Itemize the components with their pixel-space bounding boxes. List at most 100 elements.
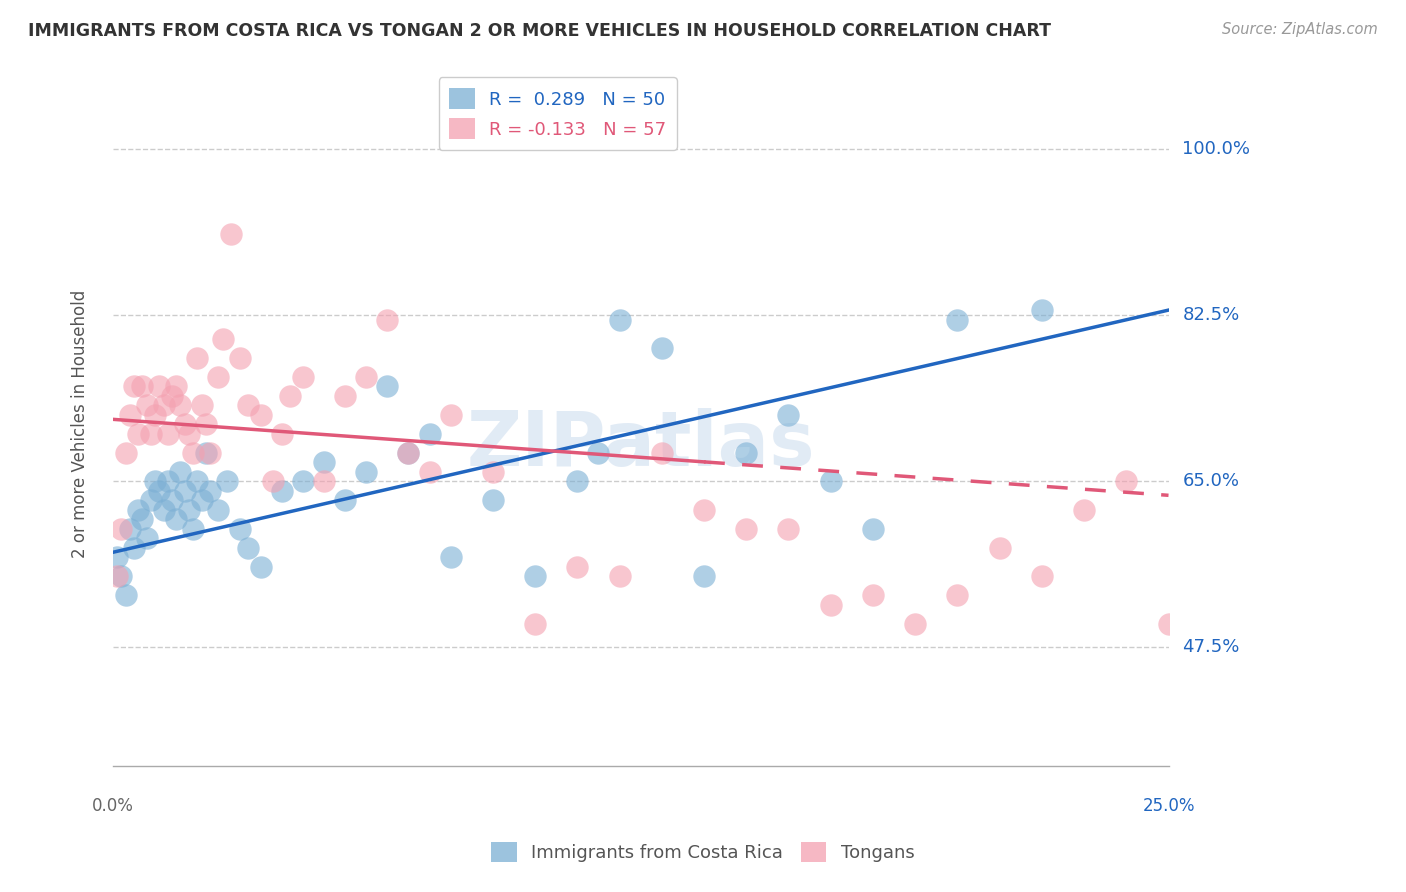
Point (1031, 569, 1053, 583)
Point (270, 483, 292, 498)
Point (105, 549, 128, 564)
Legend: Immigrants from Costa Rica, Tongans: Immigrants from Costa Rica, Tongans (484, 834, 922, 870)
Point (165, 379, 187, 393)
Point (567, 559, 589, 574)
Legend: R =  0.289   N = 50, R = -0.133   N = 57: R = 0.289 N = 50, R = -0.133 N = 57 (439, 78, 678, 150)
Point (904, 616, 927, 631)
Point (118, 408, 141, 422)
Point (482, 465, 505, 479)
Point (165, 512, 187, 526)
Point (156, 426, 179, 441)
Point (169, 465, 191, 479)
Point (262, 474, 284, 488)
Point (198, 445, 221, 459)
Point (194, 445, 217, 459)
Point (278, 388, 301, 402)
Point (152, 502, 174, 516)
Point (219, 227, 242, 241)
Point (1115, 474, 1137, 488)
Y-axis label: 2 or more Vehicles in Household: 2 or more Vehicles in Household (72, 290, 89, 558)
Point (1031, 303, 1053, 318)
Point (160, 493, 183, 508)
Text: 47.5%: 47.5% (1182, 639, 1240, 657)
Point (186, 474, 208, 488)
Point (181, 522, 204, 536)
Point (228, 351, 250, 365)
Point (249, 408, 271, 422)
Point (236, 398, 259, 412)
Point (169, 398, 191, 412)
Point (291, 474, 314, 488)
Text: Source: ZipAtlas.com: Source: ZipAtlas.com (1222, 22, 1378, 37)
Point (110, 522, 132, 536)
Point (354, 465, 377, 479)
Point (312, 455, 335, 469)
Text: 100.0%: 100.0% (1182, 140, 1250, 158)
Point (131, 379, 153, 393)
Point (946, 312, 969, 326)
Point (186, 351, 208, 365)
Point (173, 417, 195, 431)
Point (419, 426, 441, 441)
Point (190, 398, 212, 412)
Point (524, 569, 547, 583)
Point (198, 483, 221, 498)
Point (249, 559, 271, 574)
Point (114, 445, 136, 459)
Point (482, 493, 505, 508)
Point (609, 312, 631, 326)
Point (135, 398, 157, 412)
Point (375, 379, 398, 393)
Point (735, 522, 758, 536)
Point (693, 502, 716, 516)
Point (820, 474, 842, 488)
Text: 25.0%: 25.0% (1142, 797, 1195, 814)
Point (862, 522, 884, 536)
Point (177, 502, 200, 516)
Point (105, 569, 128, 583)
Point (333, 388, 356, 402)
Point (211, 332, 233, 346)
Text: 65.0%: 65.0% (1182, 472, 1240, 490)
Point (946, 588, 969, 602)
Point (122, 379, 145, 393)
Point (110, 569, 132, 583)
Point (173, 483, 195, 498)
Point (143, 474, 166, 488)
Text: ZIPatlas: ZIPatlas (467, 408, 815, 482)
Point (440, 549, 463, 564)
Point (207, 369, 229, 384)
Point (152, 398, 174, 412)
Point (333, 493, 356, 508)
Point (127, 502, 149, 516)
Point (440, 408, 463, 422)
Point (567, 474, 589, 488)
Point (181, 445, 204, 459)
Point (190, 493, 212, 508)
Point (139, 493, 162, 508)
Point (131, 512, 153, 526)
Point (118, 522, 141, 536)
Point (651, 445, 673, 459)
Text: 0.0%: 0.0% (91, 797, 134, 814)
Text: IMMIGRANTS FROM COSTA RICA VS TONGAN 2 OR MORE VEHICLES IN HOUSEHOLD CORRELATION: IMMIGRANTS FROM COSTA RICA VS TONGAN 2 O… (28, 22, 1052, 40)
Point (127, 426, 149, 441)
Point (609, 569, 631, 583)
Point (1073, 502, 1095, 516)
Point (228, 522, 250, 536)
Point (778, 408, 800, 422)
Point (207, 502, 229, 516)
Point (177, 426, 200, 441)
Point (862, 588, 884, 602)
Point (312, 474, 335, 488)
Point (354, 369, 377, 384)
Point (139, 426, 162, 441)
Point (396, 445, 419, 459)
Point (588, 445, 610, 459)
Point (236, 541, 259, 555)
Point (1157, 616, 1180, 631)
Point (735, 445, 758, 459)
Point (194, 417, 217, 431)
Point (156, 474, 179, 488)
Point (651, 341, 673, 355)
